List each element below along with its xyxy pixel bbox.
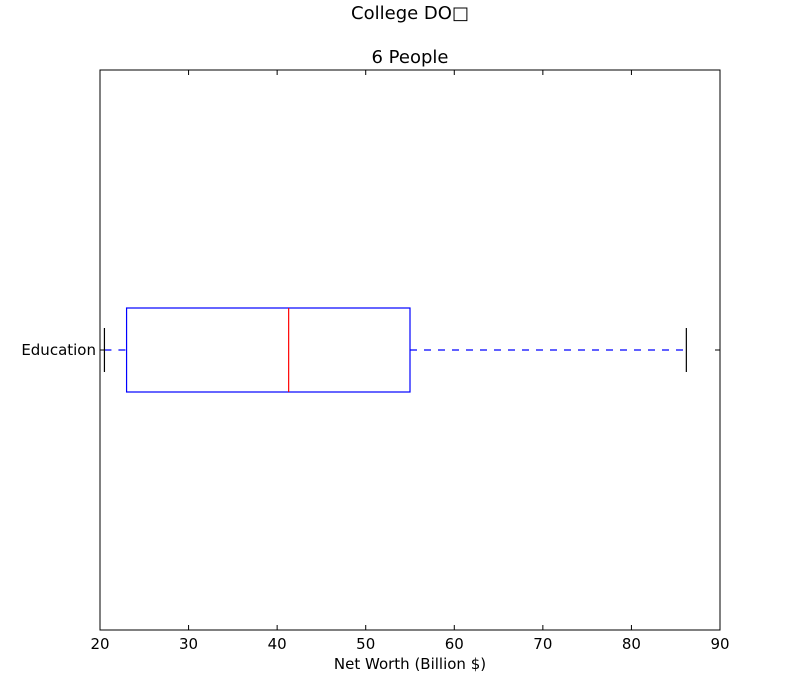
plot-marks xyxy=(103,307,687,393)
y-tick-label: Education xyxy=(21,341,96,359)
chart-suptitle: College DO□ xyxy=(351,3,469,24)
box-iqr xyxy=(125,307,411,393)
x-tick-label: 60 xyxy=(445,635,464,653)
x-axis-label: Net Worth (Billion $) xyxy=(334,655,486,673)
chart-title: 6 People xyxy=(372,47,449,68)
x-axis-ticks: 20 30 40 50 60 70 80 90 xyxy=(90,70,730,653)
x-tick-label: 90 xyxy=(710,635,729,653)
x-tick-label: 70 xyxy=(533,635,552,653)
x-tick-label: 20 xyxy=(90,635,109,653)
x-tick-label: 30 xyxy=(179,635,198,653)
x-tick-label: 80 xyxy=(622,635,641,653)
x-tick-label: 40 xyxy=(268,635,287,653)
x-tick-label: 50 xyxy=(356,635,375,653)
y-axis-ticks: Education xyxy=(21,341,720,359)
